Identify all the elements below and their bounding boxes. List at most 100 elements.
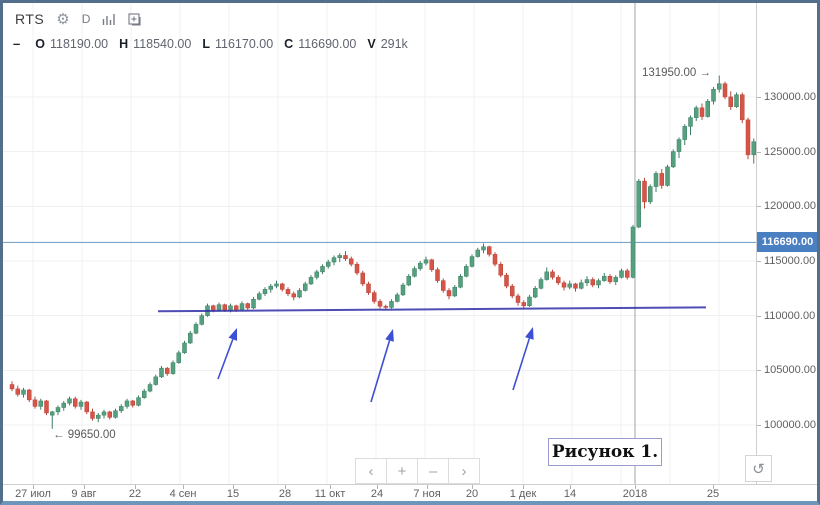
candle-body xyxy=(176,352,181,363)
time-axis[interactable]: 27 июл 9 авг 22 4 сен 15 28 11 окт 24 7 ноя 20 1 д… xyxy=(3,484,817,501)
time-tick-label: 20 xyxy=(465,488,479,500)
volume-label: V xyxy=(367,36,376,51)
time-tick-mark xyxy=(635,485,636,489)
candle-body xyxy=(101,411,107,416)
time-tick-mark xyxy=(33,485,34,489)
candle-body xyxy=(285,289,291,294)
candle-body xyxy=(653,173,659,187)
arrow-annotation-shaft[interactable] xyxy=(217,338,234,380)
candle-body xyxy=(642,180,647,203)
compare-icon[interactable] xyxy=(128,12,142,26)
candle-body xyxy=(67,398,72,404)
time-tick-label: 1 дек xyxy=(509,488,537,500)
chart-plot-area[interactable] xyxy=(3,3,756,484)
candle-body xyxy=(406,276,411,286)
time-tick-mark xyxy=(330,485,331,489)
candle-body xyxy=(38,400,43,407)
time-tick-label: 7 ноя xyxy=(413,488,441,500)
arrow-annotation-head[interactable] xyxy=(228,328,238,341)
candle-body xyxy=(596,280,601,286)
candle-body xyxy=(50,411,55,416)
candle-body xyxy=(268,285,273,290)
candle-body xyxy=(280,283,285,290)
price-tick-mark xyxy=(757,96,761,98)
bar-chart-style-icon[interactable] xyxy=(102,13,116,25)
candle-body xyxy=(222,304,227,311)
toolbar: RTS ⚙ D xyxy=(15,11,142,27)
candle-body xyxy=(61,402,66,408)
candle-body xyxy=(573,283,578,289)
time-tick-mark xyxy=(135,485,136,489)
candle-body xyxy=(251,298,256,309)
price-tick-mark xyxy=(757,370,761,372)
candle-body xyxy=(487,246,492,255)
candle-body xyxy=(274,283,279,287)
candle-body xyxy=(320,266,325,273)
candle-body xyxy=(682,126,687,140)
price-tick-label: 125000.00 xyxy=(764,145,816,158)
volume-value: 291k xyxy=(380,36,408,51)
candle-body xyxy=(291,293,296,298)
candle-body xyxy=(400,284,406,296)
candle-body xyxy=(418,262,423,269)
candle-body xyxy=(602,276,607,281)
candle-body xyxy=(234,305,239,310)
candle-body xyxy=(423,259,429,264)
price-tick-mark xyxy=(757,260,761,262)
candle-body xyxy=(613,277,618,282)
support-trendline[interactable] xyxy=(157,306,707,313)
candle-body xyxy=(136,397,141,406)
symbol-name[interactable]: RTS xyxy=(15,11,45,27)
scroll-right-button[interactable]: › xyxy=(448,458,480,484)
arrow-annotation-head[interactable] xyxy=(385,329,394,342)
candle-body xyxy=(360,272,365,285)
candle-body xyxy=(751,141,756,156)
candle-body xyxy=(9,384,15,390)
zoom-out-button[interactable]: – xyxy=(417,458,449,484)
current-price-label: 116690.00 xyxy=(757,232,817,253)
high-price-annotation[interactable]: 131950.00 → xyxy=(641,67,711,79)
price-axis[interactable]: 116690.00 100000.00 105000.00 110000.00 115… xyxy=(756,3,817,484)
low-price-annotation[interactable]: ← 99650.00 xyxy=(53,429,116,441)
candle-body xyxy=(636,180,641,228)
scroll-left-button[interactable]: ‹ xyxy=(355,458,387,484)
arrow-annotation-head[interactable] xyxy=(525,327,534,340)
interval-button[interactable]: D xyxy=(81,12,91,26)
candle-body xyxy=(745,119,751,156)
legend-collapse-button[interactable]: – xyxy=(13,36,21,51)
candle-body xyxy=(699,107,705,117)
arrow-annotation-shaft[interactable] xyxy=(370,340,391,403)
candle-body xyxy=(383,306,388,308)
time-tick-mark xyxy=(183,485,184,489)
price-tick-label: 130000.00 xyxy=(764,90,816,103)
candle-body xyxy=(717,83,722,90)
arrow-annotation-shaft[interactable] xyxy=(512,338,531,391)
zoom-in-button[interactable]: + xyxy=(386,458,418,484)
time-tick-label: 15 xyxy=(226,488,240,500)
candle-body xyxy=(182,342,187,354)
candle-body xyxy=(446,290,452,297)
candle-body xyxy=(107,411,112,418)
price-tick-mark xyxy=(757,151,761,153)
candle-body xyxy=(211,305,216,311)
candle-body xyxy=(619,270,624,278)
reset-view-button[interactable]: ↺ xyxy=(745,455,772,482)
candle-body xyxy=(728,96,733,107)
gear-icon[interactable]: ⚙ xyxy=(56,10,70,28)
candle-body xyxy=(331,257,337,263)
candle-body xyxy=(32,399,38,407)
candle-body xyxy=(297,290,302,298)
candle-body xyxy=(44,400,49,414)
candle-body xyxy=(550,271,555,278)
candle-body xyxy=(245,303,250,309)
time-tick-mark xyxy=(472,485,473,489)
candle-body xyxy=(199,315,204,325)
candle-body xyxy=(188,332,193,344)
candle-body xyxy=(504,274,509,287)
candle-body xyxy=(441,280,446,291)
figure-caption-box[interactable]: Рисунок 1. xyxy=(548,438,662,466)
candle-body xyxy=(395,294,400,302)
candle-body xyxy=(377,301,383,307)
chart-nav-buttons: ‹ + – › xyxy=(355,458,480,484)
